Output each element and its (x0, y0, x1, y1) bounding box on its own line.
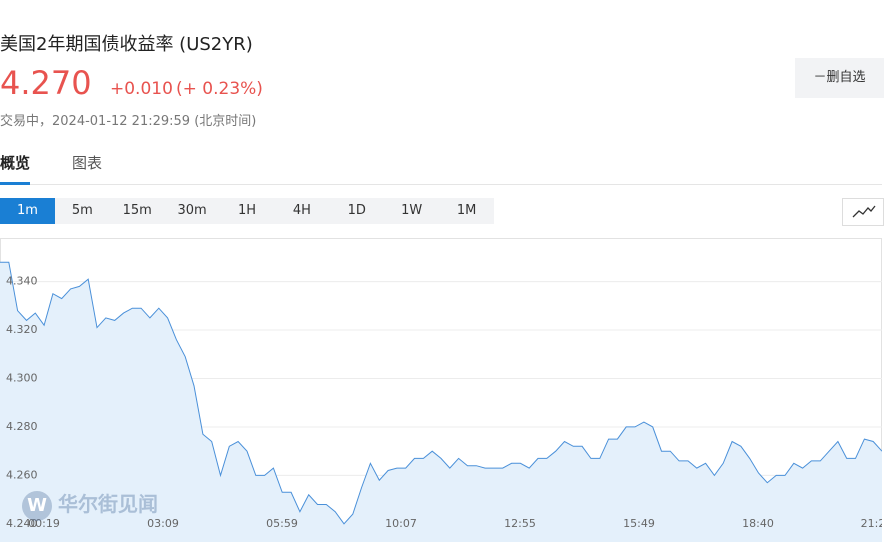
watermark-text: 华尔街见闻 (58, 492, 158, 516)
x-tick-label: 05:59 (266, 517, 298, 530)
tab[interactable]: 概览 (0, 152, 31, 185)
tab[interactable]: 图表 (72, 154, 103, 172)
x-tick-label: 00:19 (28, 517, 60, 530)
x-tick-label: 10:07 (385, 517, 417, 530)
watch-button[interactable]: －删自选 (795, 58, 884, 98)
chart-type-button[interactable] (842, 198, 884, 226)
range-button[interactable]: 4H (292, 203, 311, 218)
y-tick-label: 4.320 (6, 323, 38, 336)
line (0, 261, 882, 525)
chart: 4.240 4.260 4.280 4.300 4.320 4.340 00:19 03:09… (0, 238, 882, 542)
change: +0.010 (110, 79, 173, 99)
x-tick-label: 03:09 (147, 517, 179, 530)
y-tick-label: 4.300 (6, 371, 38, 384)
range-button[interactable]: 1m (0, 198, 55, 224)
range-button[interactable]: 30m (177, 203, 207, 218)
range-button[interactable]: 1M (456, 203, 477, 218)
range-button[interactable]: 1W (401, 203, 423, 218)
range-button[interactable]: 15m (122, 203, 152, 218)
x-tick-label: 18:40 (742, 517, 774, 530)
status: 交易中，2024-01-12 21:29:59 (北京时间) (0, 114, 257, 129)
y-tick-label: 4.260 (6, 468, 38, 481)
x-tick-label: 12:55 (504, 517, 536, 530)
y-tick-label: 4.340 (6, 275, 38, 288)
x-tick-label: 15:49 (623, 517, 655, 530)
change-pct: (+ 0.23%) (176, 79, 263, 99)
range-button[interactable]: 5m (71, 203, 93, 218)
price: 4.270 (0, 64, 92, 102)
title: 美国2年期国债收益率 (US2YR) (0, 34, 253, 55)
y-tick-label: 4.280 (6, 420, 38, 433)
x-tick-label: 21:2 (861, 517, 882, 530)
area (0, 262, 882, 542)
icon (852, 205, 876, 218)
range-button[interactable]: 1H (237, 203, 257, 218)
watermark: W 华尔街见闻 (22, 488, 158, 521)
range-bar: 1m 5m 15m 30m 1H 4H 1D 1W 1M (0, 198, 494, 224)
tabs: 概览 图表 (0, 152, 882, 185)
y-tick-label: 4.240 (6, 517, 38, 530)
range-button[interactable]: 1D (347, 203, 366, 218)
